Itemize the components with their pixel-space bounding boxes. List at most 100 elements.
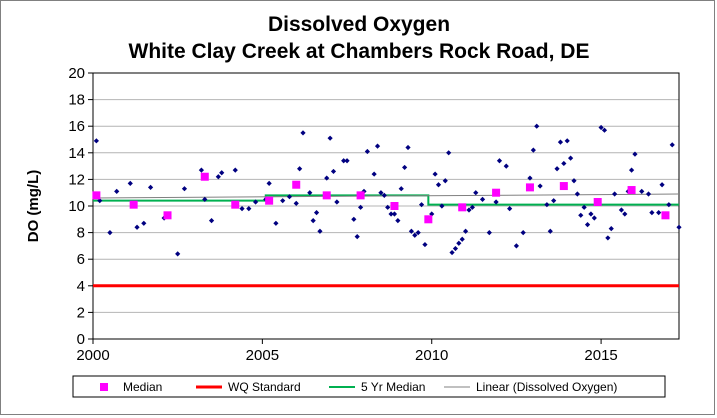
median-point: [292, 180, 301, 189]
do-data-point: [463, 228, 469, 234]
do-data-point: [564, 138, 570, 144]
median-point: [231, 200, 240, 209]
x-tick-label: 2015: [584, 347, 617, 364]
median-point: [559, 182, 568, 191]
do-data-point: [310, 218, 316, 224]
median-point: [424, 215, 433, 224]
do-data-point: [391, 211, 398, 217]
do-data-point: [561, 160, 567, 167]
do-data-point: [639, 188, 645, 194]
do-data-point: [418, 202, 425, 208]
do-data-point: [439, 203, 445, 209]
do-data-point: [354, 233, 360, 240]
do-data-point: [215, 174, 221, 180]
y-axis-label: DO (mg/L): [25, 170, 42, 243]
do-data-point: [313, 210, 320, 216]
do-data-point: [300, 130, 306, 136]
do-data-point: [449, 249, 455, 256]
plot-border: [92, 72, 680, 340]
do-data-point: [466, 207, 472, 213]
do-data-point: [479, 196, 486, 202]
do-data-point: [374, 143, 381, 149]
do-data-point: [551, 198, 557, 204]
do-data-point: [557, 139, 564, 145]
do-data-point: [97, 198, 103, 204]
do-data-point: [429, 211, 435, 217]
do-data-point: [513, 243, 520, 249]
do-data-point: [622, 211, 628, 217]
median-point: [265, 196, 274, 205]
y-tick-label: 16: [68, 118, 85, 135]
do-data-point: [239, 206, 245, 212]
plot-area: 0 2 4 6 8 10 12 14 16 18 20 2000 2005 2010 2015: [68, 65, 682, 364]
do-data-point: [381, 192, 387, 198]
five-yr-median-line: [93, 194, 679, 206]
x-tick-label: 2010: [415, 347, 448, 364]
do-data-point: [591, 215, 597, 221]
do-data-point: [676, 224, 682, 230]
do-data-point: [147, 184, 154, 190]
do-data-point: [286, 194, 293, 200]
do-data-point: [266, 180, 272, 186]
do-data-point: [618, 207, 625, 213]
do-data-point: [645, 191, 652, 197]
do-data-point: [601, 127, 608, 133]
do-data-point: [544, 202, 550, 208]
do-data-point: [405, 144, 411, 151]
do-data-point: [93, 138, 99, 144]
do-data-point: [507, 206, 513, 212]
y-tick-label: 2: [77, 304, 85, 321]
do-data-point: [415, 230, 421, 236]
do-data-point: [341, 158, 347, 164]
do-data-point: [435, 182, 442, 188]
do-data-point: [469, 204, 475, 210]
y-tick-label: 12: [68, 171, 85, 188]
do-data-point: [459, 236, 465, 242]
median-point: [163, 211, 172, 220]
y-tick-label: 8: [77, 225, 85, 242]
do-data-point: [598, 124, 604, 131]
legend-box: [72, 375, 666, 398]
do-data-point: [327, 135, 333, 141]
do-data-point: [307, 190, 313, 196]
do-data-point: [584, 222, 591, 228]
median-point: [492, 188, 501, 197]
median-point: [356, 191, 365, 200]
chart-title: Dissolved Oxygen: [268, 13, 450, 36]
do-data-point: [503, 163, 509, 169]
do-data-point: [659, 182, 665, 188]
do-data-point: [649, 210, 655, 216]
do-data-point: [527, 175, 533, 181]
legend-five-yr-median-label: 5 Yr Median: [361, 380, 425, 394]
do-data-point: [537, 183, 543, 189]
do-data-point: [378, 190, 384, 196]
do-data-point: [628, 167, 635, 173]
do-data-point: [612, 191, 618, 197]
do-data-point: [252, 199, 259, 205]
do-data-point: [656, 210, 662, 216]
do-data-point: [114, 188, 120, 194]
x-tick-label: 2005: [246, 347, 279, 364]
do-data-point: [574, 191, 580, 197]
do-data-point: [486, 230, 492, 236]
legend-wq-standard-label: WQ Standard: [228, 380, 301, 394]
y-tick-label: 10: [68, 198, 85, 215]
do-data-point: [605, 235, 611, 241]
do-data-point: [293, 200, 299, 206]
legend: Median WQ Standard 5 Yr Median Linear (Diss…: [72, 375, 666, 398]
do-data-point: [432, 171, 438, 177]
x-tick-label: 2000: [76, 347, 109, 364]
do-data-point: [388, 211, 394, 217]
do-data-point: [219, 170, 225, 176]
do-data-point: [395, 218, 401, 224]
do-data-point: [568, 155, 574, 161]
legend-linear-label: Linear (Dissolved Oxygen): [476, 380, 617, 394]
do-data-point: [452, 245, 459, 252]
do-data-point: [666, 202, 672, 208]
do-data-point: [181, 186, 188, 192]
do-data-point: [330, 168, 337, 175]
chart-subtitle: White Clay Creek at Chambers Rock Road, …: [129, 40, 590, 63]
do-data-point: [520, 230, 526, 236]
do-data-point: [398, 186, 404, 192]
median-point: [593, 198, 602, 207]
